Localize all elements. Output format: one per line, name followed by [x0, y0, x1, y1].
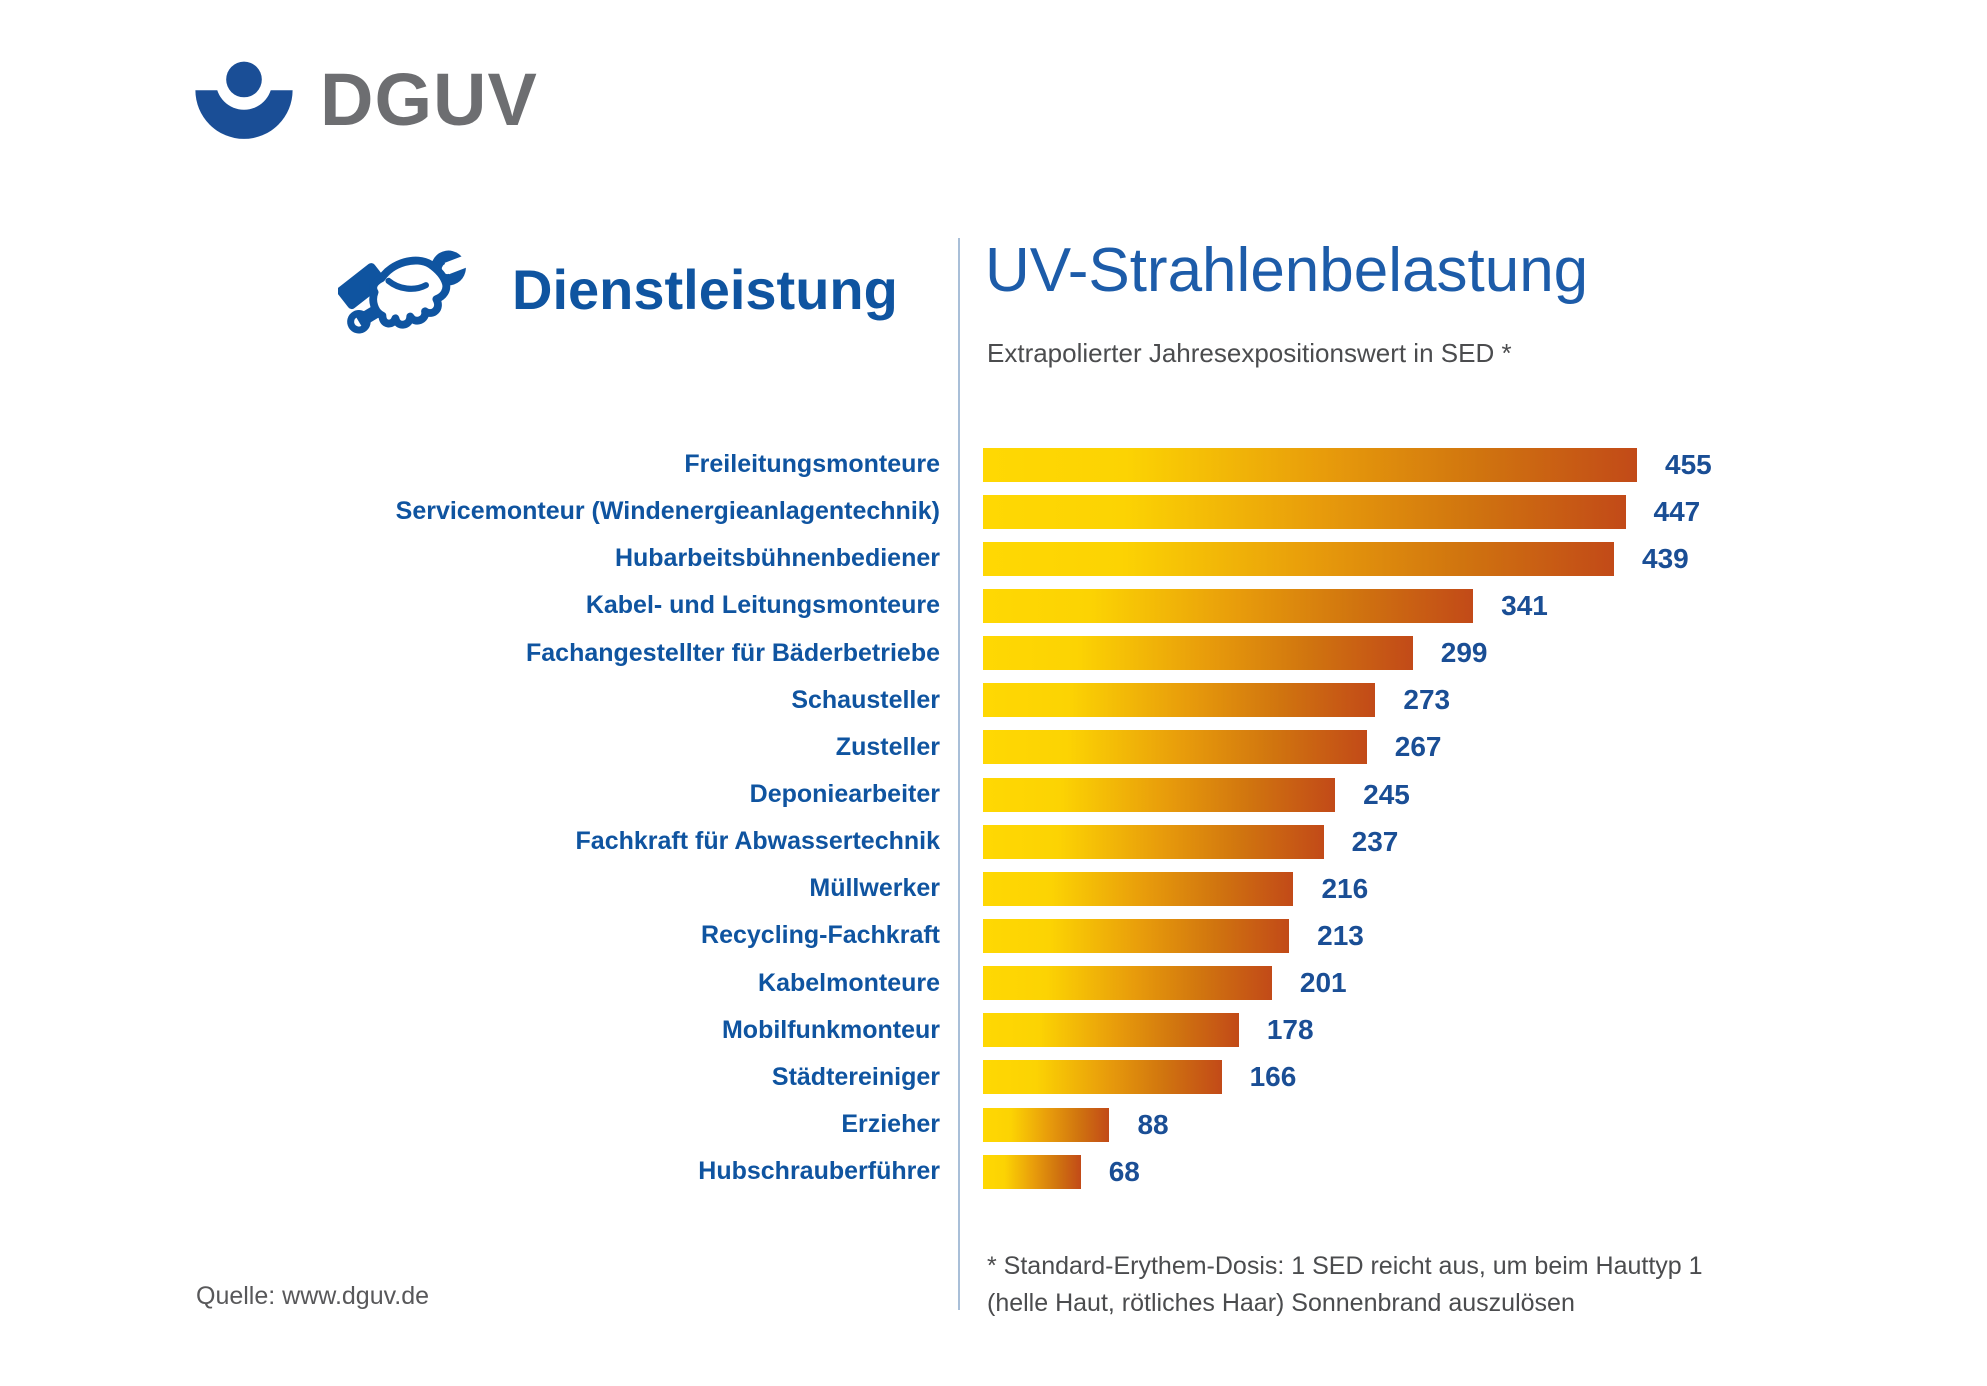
sector-title: Dienstleistung [512, 258, 898, 321]
bar [983, 918, 1290, 953]
brand-name: DGUV [320, 58, 538, 141]
hand-wrench-icon [338, 250, 476, 334]
bar-value: 68 [1108, 1155, 1140, 1187]
bar-label: Hubschrauberführer [698, 1157, 940, 1186]
bar-value: 178 [1266, 1014, 1314, 1046]
chart-row: Fachangestellter für Bäderbetriebe 299 [140, 630, 1900, 677]
chart-row: Städtereiniger 166 [140, 1054, 1900, 1101]
chart-subtitle: Extrapolierter Jahresexpositionswert in … [987, 338, 1512, 368]
bar-label: Freileitungsmonteure [684, 450, 940, 479]
bar-label: Fachangestellter für Bäderbetriebe [525, 638, 940, 667]
bar-value: 216 [1321, 872, 1369, 904]
bar-value: 273 [1403, 684, 1451, 716]
bar-value: 341 [1501, 589, 1548, 621]
bar [983, 777, 1336, 812]
bar [983, 966, 1272, 1001]
bar-value: 455 [1665, 448, 1712, 480]
bar [983, 494, 1626, 529]
bar-label: Müllwerker [809, 874, 940, 903]
bar-value: 447 [1653, 495, 1701, 527]
bar-value: 299 [1440, 637, 1488, 669]
chart-row: Hubarbeitsbühnenbediener 439 [140, 535, 1900, 582]
bar [983, 1154, 1081, 1189]
bar-label: Schausteller [791, 685, 940, 714]
chart-row: Kabelmonteure 201 [140, 960, 1900, 1007]
chart-row: Schausteller 273 [140, 677, 1900, 724]
bar-value: 166 [1249, 1061, 1297, 1093]
bar-chart: Freileitungsmonteure 455 Servicemonteur … [140, 441, 1900, 1195]
bar-value: 237 [1351, 825, 1399, 857]
bar-label: Kabel- und Leitungsmonteure [585, 591, 940, 620]
bar-label: Recycling-Fachkraft [701, 921, 940, 950]
bar [983, 588, 1474, 623]
bar [983, 636, 1413, 671]
bar-label: Erzieher [841, 1110, 940, 1139]
chart-row: Recycling-Fachkraft 213 [140, 912, 1900, 959]
bar [983, 1107, 1110, 1142]
chart-row: Mobilfunkmonteur 178 [140, 1007, 1900, 1054]
bar-value: 213 [1317, 919, 1364, 951]
bar-label: Servicemonteur (Windenergieanlagentechni… [395, 497, 940, 526]
chart-row: Fachkraft für Abwassertechnik 237 [140, 818, 1900, 865]
bar-label: Kabelmonteure [758, 968, 940, 997]
chart-row: Zusteller 267 [140, 724, 1900, 771]
chart-title: UV-Strahlenbelastung [985, 236, 1589, 305]
sector-header: Dienstleistung [338, 238, 898, 342]
divider-line [958, 238, 960, 1310]
bar-value: 245 [1363, 778, 1410, 810]
chart-row: Freileitungsmonteure 455 [140, 441, 1900, 488]
bar-value: 267 [1394, 731, 1442, 763]
bar-label: Zusteller [835, 732, 940, 761]
bar-label: Fachkraft für Abwassertechnik [575, 827, 940, 856]
bar [983, 871, 1294, 906]
bar [983, 1013, 1239, 1048]
bar [983, 683, 1376, 718]
source-note: Quelle: www.dguv.de [196, 1282, 429, 1310]
chart-row: Deponiearbeiter 245 [140, 771, 1900, 818]
bar [983, 1060, 1222, 1095]
bar-value: 201 [1299, 967, 1347, 999]
bar-label: Städtereiniger [771, 1062, 940, 1091]
chart-row: Hubschrauberführer 68 [140, 1148, 1900, 1195]
bar [983, 730, 1367, 765]
chart-row: Erzieher 88 [140, 1101, 1900, 1148]
footnote-line-1: * Standard-Erythem-Dosis: 1 SED reicht a… [987, 1252, 1703, 1280]
dguv-logo-icon [195, 60, 293, 139]
bar-label: Mobilfunkmonteur [721, 1015, 940, 1044]
footnote-line-2: (helle Haut, rötliches Haar) Sonnenbrand… [987, 1289, 1575, 1317]
bar-value: 439 [1642, 542, 1689, 574]
bar [983, 824, 1324, 859]
chart-row: Servicemonteur (Windenergieanlagentechni… [140, 488, 1900, 535]
bar-label: Hubarbeitsbühnenbediener [614, 544, 940, 573]
bar-label: Deponiearbeiter [749, 780, 940, 809]
chart-row: Müllwerker 216 [140, 865, 1900, 912]
footnote: * Standard-Erythem-Dosis: 1 SED reicht a… [987, 1248, 1703, 1322]
bar [983, 541, 1614, 576]
bar [983, 447, 1637, 482]
brand-header: DGUV [190, 60, 538, 140]
bar-value: 88 [1137, 1108, 1169, 1140]
chart-row: Kabel- und Leitungsmonteure 341 [140, 582, 1900, 629]
